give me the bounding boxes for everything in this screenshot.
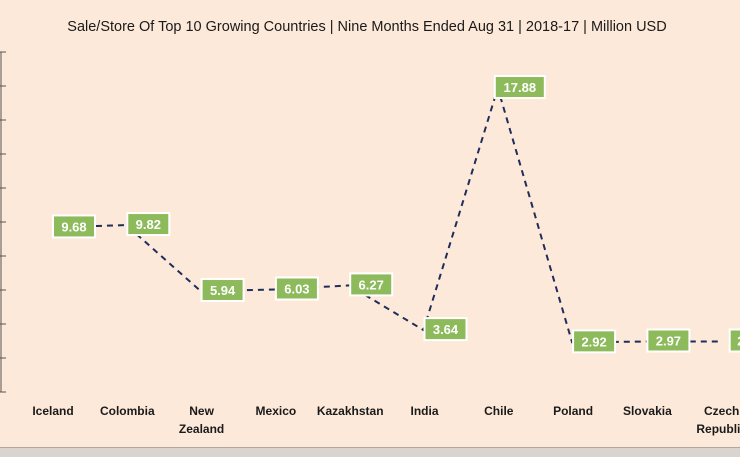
data-label: 6.03 (274, 276, 319, 301)
series-line (51, 84, 721, 344)
data-label: 5.94 (200, 278, 245, 303)
x-tick-label: Mexico (256, 404, 297, 418)
data-label-box (52, 214, 96, 239)
data-label: 3.64 (423, 317, 468, 342)
data-label-box (126, 212, 171, 237)
x-tick-label: Colombia (100, 404, 155, 418)
data-label-box (646, 328, 691, 353)
data-label: 6.27 (349, 272, 394, 297)
x-tick-label: Slovakia (623, 404, 672, 418)
data-label-box (728, 328, 740, 353)
data-label-text: 6.27 (359, 277, 384, 292)
x-tick-label: India (410, 404, 438, 418)
x-tick-label: Zealand (179, 422, 224, 436)
data-label-text: 2.97 (656, 334, 681, 349)
data-label: 9.68 (52, 214, 96, 239)
data-label-box (493, 75, 546, 100)
x-tick-label: New (189, 404, 214, 418)
data-label-text: 6.03 (284, 281, 309, 296)
data-label-text: 17.88 (504, 80, 537, 95)
data-labels: 9.68 9.82 5.94 6.03 6.27 3.64 17.88 2.92 2.97 2. (52, 75, 740, 354)
x-tick-label: Chile (484, 404, 514, 418)
data-label-box (572, 329, 617, 354)
x-tick-label: Republic (696, 422, 740, 436)
data-label-text: 2. (737, 334, 740, 349)
x-tick-label: Czech (704, 404, 739, 418)
x-tick-label: Iceland (32, 404, 73, 418)
data-label-text: 9.68 (61, 219, 86, 234)
chart-bottom-shadow (0, 448, 740, 457)
data-label-text: 5.94 (210, 283, 236, 298)
data-label: 2.97 (646, 328, 691, 353)
x-tick-label: Poland (553, 404, 593, 418)
x-axis-labels: Iceland Colombia New Zealand Mexico Kazakhsta… (32, 404, 740, 436)
data-label-text: 9.82 (136, 217, 161, 232)
data-label: 17.88 (493, 75, 546, 100)
chart-title: Sale/Store Of Top 10 Growing Countries |… (67, 19, 666, 35)
data-label-box (274, 276, 319, 301)
data-label: 2. (728, 328, 740, 353)
data-label: 2.92 (572, 329, 617, 354)
x-tick-label: Kazakhstan (317, 404, 384, 418)
data-label-box (423, 317, 468, 342)
data-label-text: 2.92 (581, 334, 606, 349)
data-label-text: 3.64 (433, 322, 459, 337)
data-label-box (200, 278, 245, 303)
data-label: 9.82 (126, 212, 171, 237)
data-label-box (349, 272, 394, 297)
y-axis-ticks (0, 51, 6, 393)
